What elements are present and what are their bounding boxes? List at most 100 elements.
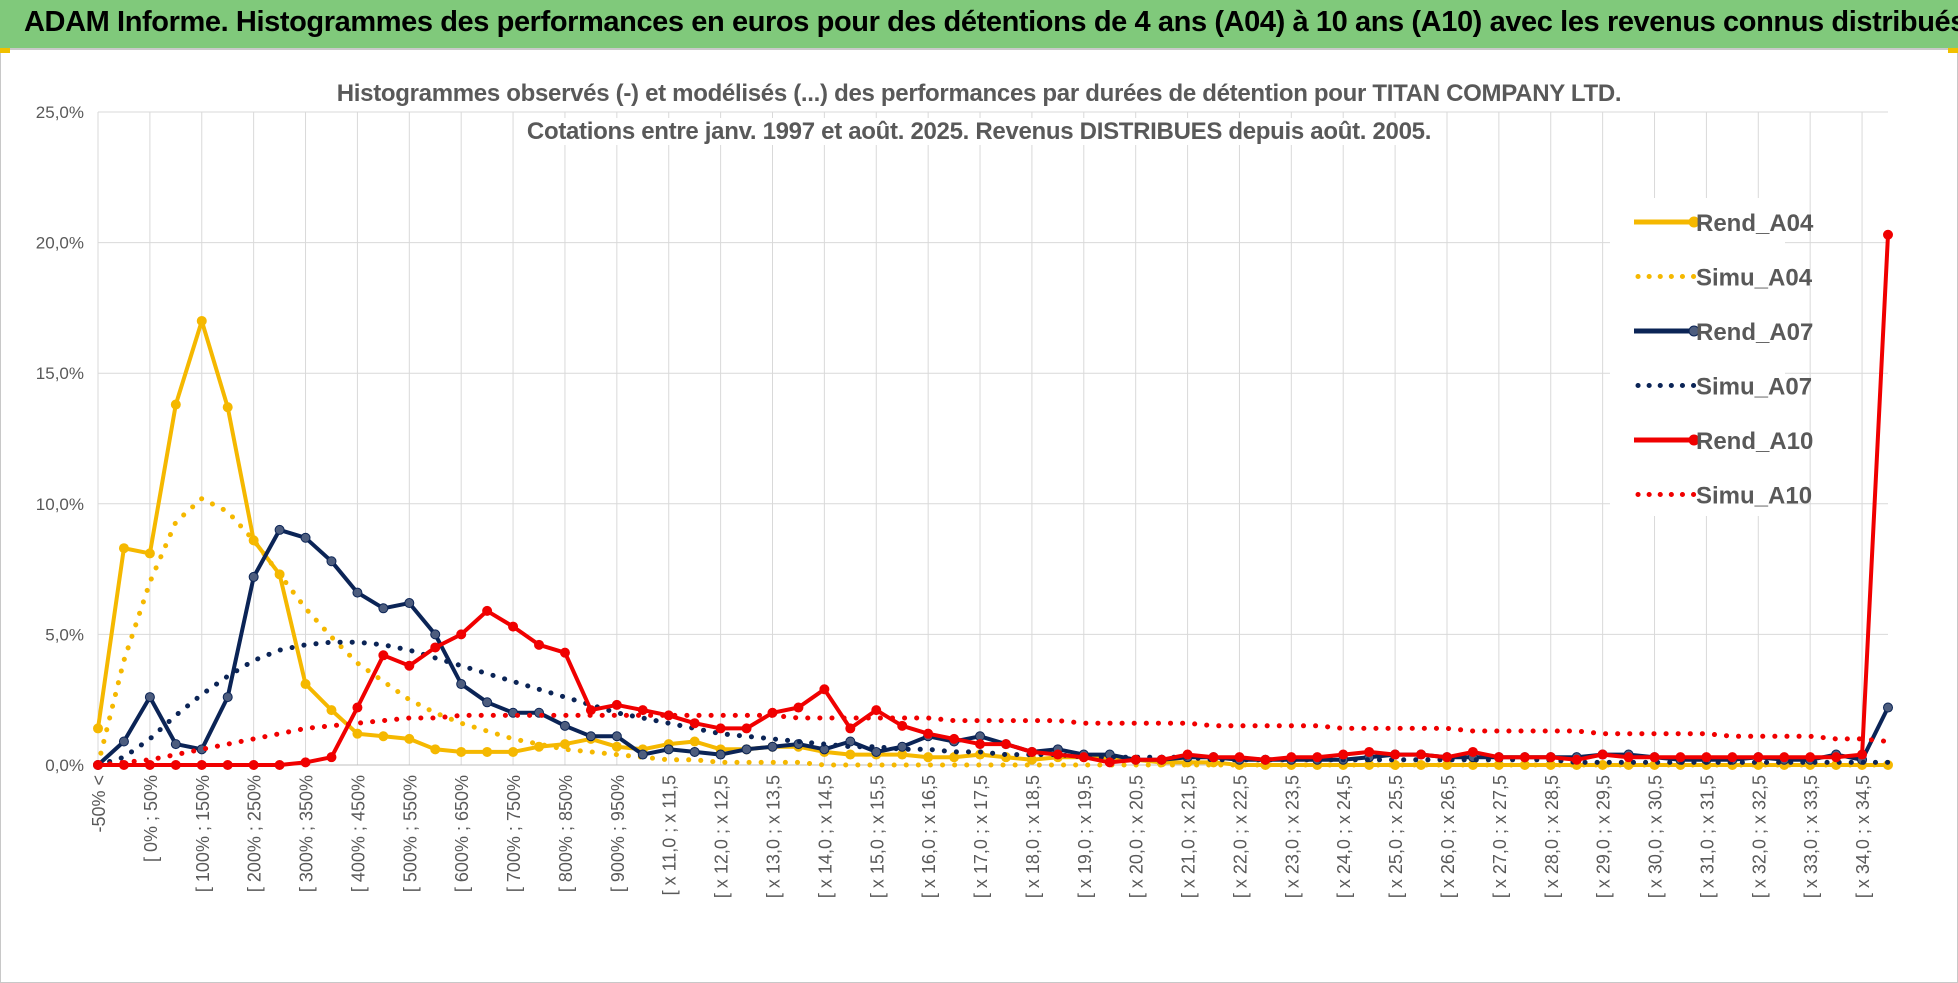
data-point — [222, 402, 233, 413]
data-point — [715, 749, 726, 760]
x-tick-label: [ x 19,0 ; x 19,5 — [1075, 775, 1095, 898]
legend-marker — [1688, 434, 1700, 446]
data-point — [663, 744, 674, 755]
y-tick-label: 15,0% — [36, 364, 84, 383]
x-tick-label: [ x 15,0 ; x 15,5 — [867, 775, 887, 898]
data-point — [1831, 752, 1842, 763]
data-point — [1390, 749, 1401, 760]
data-point — [352, 728, 363, 739]
data-point — [845, 749, 856, 760]
x-tick-label: [ x 11,0 ; x 11,5 — [660, 775, 680, 895]
y-tick-label: 10,0% — [36, 495, 84, 514]
x-tick-label: [ x 17,0 ; x 17,5 — [971, 775, 991, 898]
data-point — [741, 744, 752, 755]
x-tick-label: [ 100% ; 150% — [193, 775, 213, 892]
x-tick-label: [ x 33,0 ; x 33,5 — [1801, 775, 1821, 898]
data-point — [274, 524, 285, 535]
x-tick-label: [ x 32,0 ; x 32,5 — [1749, 775, 1769, 898]
data-point — [456, 629, 467, 640]
data-point — [1234, 752, 1245, 763]
x-tick-label: [ x 21,0 ; x 21,5 — [1179, 775, 1199, 898]
data-point — [611, 731, 622, 742]
y-tick-label: 0,0% — [45, 756, 84, 775]
legend-label: Simu_A04 — [1696, 265, 1813, 292]
series-line — [95, 712, 1891, 768]
y-tick-label: 20,0% — [36, 234, 84, 253]
data-point — [1883, 702, 1893, 713]
x-tick-label: [ x 18,0 ; x 18,5 — [1023, 775, 1043, 898]
data-point — [1364, 746, 1375, 757]
chart-title: Histogrammes observés (-) et modélisés (… — [0, 80, 1958, 108]
data-point — [1883, 229, 1893, 240]
data-point — [248, 760, 259, 770]
data-point — [534, 639, 545, 650]
data-point — [741, 723, 752, 734]
chart-subtitle-text: Cotations entre janv. 1997 et août. 2025… — [520, 118, 1438, 145]
x-tick-label: [ x 29,0 ; x 29,5 — [1594, 775, 1614, 898]
data-point — [248, 571, 259, 582]
data-point — [170, 399, 181, 410]
data-point — [1130, 754, 1141, 765]
x-tick-label: [ x 24,0 ; x 24,5 — [1334, 775, 1354, 898]
data-point — [611, 741, 622, 752]
x-tick-label: -50% < — [89, 775, 109, 833]
corner-mark-right — [1948, 48, 1958, 53]
x-tick-label: [ x 26,0 ; x 26,5 — [1438, 775, 1458, 898]
data-point — [144, 760, 155, 770]
data-point — [144, 692, 155, 703]
series-line — [98, 234, 1890, 767]
data-point — [793, 702, 804, 713]
data-point — [326, 705, 337, 716]
x-tick-label: [ 200% ; 250% — [245, 775, 265, 892]
data-point — [1441, 752, 1452, 763]
data-point — [559, 720, 570, 731]
x-tick-label: [ x 13,0 ; x 13,5 — [763, 775, 783, 898]
data-point — [482, 746, 493, 757]
legend-marker — [1688, 325, 1700, 337]
legend-label: Simu_A07 — [1696, 374, 1812, 401]
x-tick-label: [ x 22,0 ; x 22,5 — [1230, 775, 1250, 898]
x-tick-label: [ x 20,0 ; x 20,5 — [1127, 775, 1147, 898]
data-point — [1519, 752, 1530, 763]
data-point — [274, 760, 285, 770]
series-rend-a10 — [93, 229, 1893, 770]
data-point — [897, 741, 908, 752]
x-tick-label: [ x 14,0 ; x 14,5 — [815, 775, 835, 898]
data-point — [715, 723, 726, 734]
data-point — [871, 746, 882, 757]
x-tick-label: [ 700% ; 750% — [504, 775, 524, 892]
data-point — [1675, 752, 1686, 763]
data-point — [819, 684, 830, 695]
data-point — [845, 723, 856, 734]
data-point — [430, 744, 441, 755]
x-tick-label: [ 500% ; 550% — [400, 775, 420, 892]
data-point — [1727, 752, 1738, 763]
data-point — [1078, 752, 1089, 763]
data-point — [300, 679, 311, 690]
data-point — [1467, 746, 1478, 757]
legend-label: Rend_A07 — [1696, 319, 1813, 346]
data-point — [1649, 752, 1660, 763]
data-point — [767, 741, 778, 752]
data-point — [196, 315, 207, 326]
legend-background — [1610, 198, 1785, 516]
data-point — [1104, 757, 1115, 768]
data-point — [1545, 752, 1556, 763]
data-point — [1493, 752, 1504, 763]
data-point — [845, 736, 856, 747]
data-point — [1779, 752, 1790, 763]
data-point — [637, 749, 648, 760]
data-point — [1623, 752, 1634, 763]
data-point — [897, 720, 908, 731]
data-point — [975, 739, 986, 750]
x-tick-label: [ x 12,0 ; x 12,5 — [712, 775, 732, 898]
data-point — [1052, 749, 1063, 760]
data-point — [1338, 749, 1349, 760]
data-point — [170, 739, 181, 750]
legend-marker — [1688, 216, 1700, 228]
data-point — [1416, 749, 1427, 760]
data-point — [1026, 746, 1037, 757]
x-tick-label: [ 600% ; 650% — [452, 775, 472, 892]
data-point — [326, 556, 337, 567]
